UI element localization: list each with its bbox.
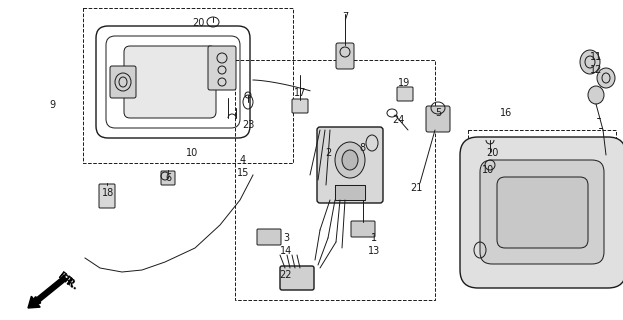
Ellipse shape bbox=[588, 86, 604, 104]
Ellipse shape bbox=[580, 50, 600, 74]
Text: 5: 5 bbox=[435, 108, 441, 118]
Ellipse shape bbox=[597, 68, 615, 88]
Ellipse shape bbox=[335, 142, 365, 178]
Text: 15: 15 bbox=[237, 168, 249, 178]
Text: 18: 18 bbox=[102, 188, 114, 198]
FancyArrow shape bbox=[28, 276, 67, 308]
Bar bbox=[83, 8, 293, 163]
Text: 22: 22 bbox=[278, 270, 291, 280]
Text: 19: 19 bbox=[398, 78, 410, 88]
Text: FR.: FR. bbox=[58, 274, 80, 292]
FancyBboxPatch shape bbox=[280, 266, 314, 290]
FancyBboxPatch shape bbox=[317, 127, 383, 203]
Text: 14: 14 bbox=[280, 246, 292, 256]
Bar bbox=[468, 130, 616, 280]
FancyBboxPatch shape bbox=[460, 137, 623, 288]
Text: 10: 10 bbox=[186, 148, 198, 158]
FancyBboxPatch shape bbox=[497, 177, 588, 248]
Text: 12: 12 bbox=[590, 65, 602, 75]
FancyBboxPatch shape bbox=[110, 66, 136, 98]
FancyBboxPatch shape bbox=[124, 46, 216, 118]
Text: 20: 20 bbox=[192, 18, 204, 28]
Text: 3: 3 bbox=[283, 233, 289, 243]
Bar bbox=[235, 60, 435, 300]
FancyBboxPatch shape bbox=[351, 221, 375, 237]
Text: 4: 4 bbox=[240, 155, 246, 165]
Text: 7: 7 bbox=[342, 12, 348, 22]
FancyBboxPatch shape bbox=[480, 160, 604, 264]
Text: 17: 17 bbox=[294, 88, 306, 98]
Text: 21: 21 bbox=[410, 183, 422, 193]
FancyBboxPatch shape bbox=[208, 46, 236, 90]
Text: 20: 20 bbox=[486, 148, 498, 158]
Text: 16: 16 bbox=[500, 108, 512, 118]
FancyBboxPatch shape bbox=[426, 106, 450, 132]
Text: 6: 6 bbox=[165, 173, 171, 183]
Text: 1: 1 bbox=[371, 233, 377, 243]
Text: 10: 10 bbox=[482, 165, 494, 175]
Text: 11: 11 bbox=[590, 52, 602, 62]
Text: 24: 24 bbox=[392, 115, 404, 125]
Text: 8: 8 bbox=[359, 143, 365, 153]
FancyBboxPatch shape bbox=[292, 99, 308, 113]
FancyBboxPatch shape bbox=[161, 171, 175, 185]
FancyBboxPatch shape bbox=[336, 43, 354, 69]
Text: 2: 2 bbox=[325, 148, 331, 158]
Text: FR.: FR. bbox=[56, 271, 77, 291]
Polygon shape bbox=[335, 185, 365, 200]
Text: 9: 9 bbox=[49, 100, 55, 110]
FancyBboxPatch shape bbox=[397, 87, 413, 101]
Text: 23: 23 bbox=[242, 120, 254, 130]
Text: 13: 13 bbox=[368, 246, 380, 256]
Ellipse shape bbox=[342, 150, 358, 170]
FancyBboxPatch shape bbox=[99, 184, 115, 208]
FancyBboxPatch shape bbox=[257, 229, 281, 245]
